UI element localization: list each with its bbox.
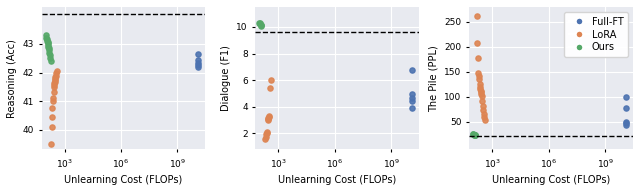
Point — [44, 49, 54, 52]
Point — [476, 91, 486, 94]
Point — [256, 24, 266, 27]
Point — [45, 54, 55, 57]
Point — [260, 135, 271, 138]
Point — [468, 133, 479, 136]
Point — [473, 57, 483, 60]
Point — [48, 97, 58, 100]
Point — [50, 77, 60, 80]
Point — [49, 91, 59, 94]
Point — [42, 38, 52, 41]
Point — [193, 52, 203, 55]
Point — [470, 133, 480, 136]
Point — [480, 119, 490, 122]
Point — [193, 58, 203, 61]
Point — [474, 82, 484, 85]
Point — [193, 64, 203, 67]
Point — [47, 107, 58, 110]
Point — [479, 113, 489, 116]
Point — [51, 70, 61, 73]
Y-axis label: Reasoning (Acc): Reasoning (Acc) — [7, 39, 17, 118]
Point — [406, 97, 417, 100]
Point — [193, 66, 203, 69]
Point — [265, 87, 275, 90]
Point — [476, 92, 486, 95]
Point — [476, 90, 486, 93]
Point — [266, 78, 276, 81]
Point — [50, 79, 60, 82]
Point — [45, 57, 56, 60]
Point — [470, 134, 481, 137]
X-axis label: Unlearning Cost (FLOPs): Unlearning Cost (FLOPs) — [278, 175, 396, 185]
Point — [620, 106, 630, 109]
X-axis label: Unlearning Cost (FLOPs): Unlearning Cost (FLOPs) — [492, 175, 611, 185]
Point — [478, 105, 488, 108]
Point — [472, 42, 483, 45]
Point — [264, 116, 274, 119]
Point — [45, 60, 56, 63]
Point — [474, 75, 484, 78]
Point — [620, 122, 630, 125]
Point — [620, 120, 630, 123]
Y-axis label: Dialogue (F1): Dialogue (F1) — [221, 45, 231, 111]
X-axis label: Unlearning Cost (FLOPs): Unlearning Cost (FLOPs) — [64, 175, 182, 185]
Point — [49, 82, 60, 85]
Point — [43, 43, 53, 46]
Point — [193, 61, 203, 64]
Point — [467, 133, 477, 136]
Point — [42, 41, 52, 44]
Point — [44, 47, 54, 50]
Point — [261, 133, 271, 136]
Point — [620, 95, 630, 98]
Point — [47, 125, 57, 128]
Point — [475, 87, 485, 90]
Point — [472, 15, 482, 18]
Point — [264, 115, 274, 118]
Point — [47, 115, 57, 118]
Point — [262, 119, 273, 122]
Point — [477, 100, 488, 103]
Point — [44, 51, 54, 54]
Point — [46, 142, 56, 145]
Point — [479, 116, 490, 119]
Point — [475, 86, 485, 89]
Point — [255, 23, 266, 26]
Point — [406, 68, 417, 71]
Point — [40, 34, 51, 37]
Point — [49, 84, 60, 87]
Point — [474, 77, 484, 80]
Point — [469, 133, 479, 136]
Point — [263, 117, 273, 120]
Point — [48, 99, 58, 103]
Point — [262, 131, 272, 134]
Point — [255, 22, 265, 25]
Point — [406, 99, 417, 102]
Point — [263, 117, 273, 120]
Point — [51, 71, 61, 74]
Point — [262, 131, 272, 134]
Point — [256, 24, 266, 27]
Point — [406, 107, 417, 110]
Point — [49, 80, 60, 83]
Point — [253, 21, 264, 24]
Legend: Full-FT, LoRA, Ours: Full-FT, LoRA, Ours — [564, 12, 628, 57]
Point — [473, 71, 483, 74]
Point — [49, 85, 59, 88]
Point — [620, 123, 630, 127]
Point — [477, 95, 487, 98]
Point — [470, 133, 480, 137]
Point — [51, 76, 61, 79]
Point — [478, 109, 488, 112]
Point — [255, 22, 266, 26]
Point — [44, 45, 54, 48]
Point — [406, 92, 417, 95]
Y-axis label: The Pile (PPL): The Pile (PPL) — [429, 45, 439, 112]
Point — [42, 39, 52, 42]
Point — [43, 42, 53, 45]
Point — [42, 36, 52, 39]
Point — [51, 74, 61, 77]
Point — [260, 138, 270, 141]
